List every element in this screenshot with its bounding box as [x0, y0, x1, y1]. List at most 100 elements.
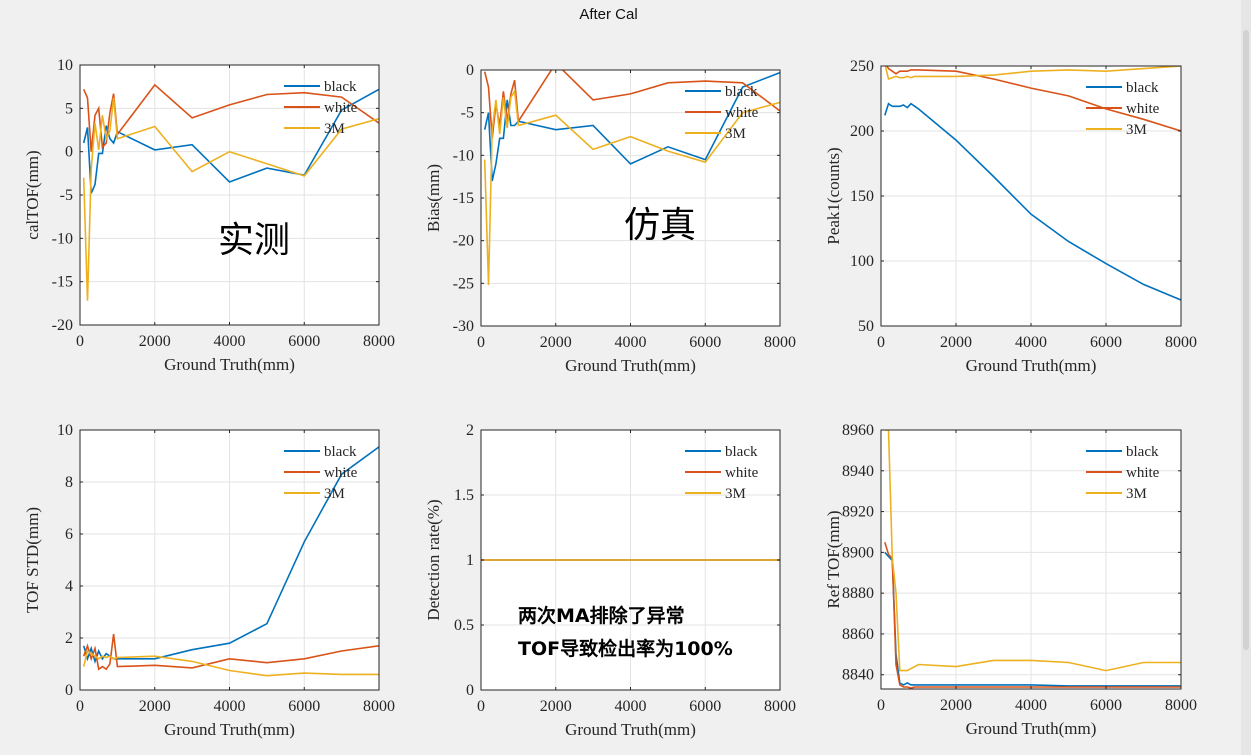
x-tick-label: 0	[877, 334, 885, 351]
x-tick-label: 8000	[1165, 334, 1197, 351]
y-tick-label: 8920	[842, 504, 874, 521]
x-axis-label: Ground Truth(mm)	[164, 720, 295, 739]
y-tick-label: 10	[57, 422, 73, 439]
x-tick-label: 4000	[214, 698, 246, 715]
x-tick-label: 0	[477, 698, 485, 715]
y-tick-label: -30	[453, 318, 474, 335]
x-axis-label: Ground Truth(mm)	[966, 719, 1097, 738]
y-axis-label: calTOF(mm)	[23, 150, 42, 239]
legend-label-white: white	[725, 105, 759, 121]
y-tick-label: 50	[858, 318, 874, 335]
x-tick-label: 8000	[363, 698, 395, 715]
y-tick-label: -15	[52, 274, 73, 291]
x-tick-label: 2000	[540, 698, 572, 715]
y-axis-label: Ref TOF(mm)	[824, 510, 843, 608]
y-tick-label: 2	[466, 422, 474, 439]
y-tick-label: -20	[52, 317, 73, 334]
series-line-white	[82, 83, 379, 152]
legend-label-black: black	[1126, 80, 1159, 96]
scrollbar-thumb[interactable]	[1243, 30, 1249, 650]
x-axis-label: Ground Truth(mm)	[966, 356, 1097, 375]
y-tick-label: 8	[65, 474, 73, 491]
x-axis-label: Ground Truth(mm)	[164, 355, 295, 374]
subplot-5: 0 2000 4000 6000 8000 0 0.5 1 1.5 2 Ground Truth(m…	[424, 422, 796, 739]
legend-label-3m: 3M	[324, 486, 345, 502]
subplot-6: 0 2000 4000 6000 8000 8840 8860 8880 8900 8920 894…	[824, 422, 1197, 738]
y-tick-label: -20	[453, 233, 474, 250]
legend: black white 3M	[685, 444, 759, 502]
x-tick-label: 8000	[1165, 697, 1197, 714]
y-tick-label: 1	[466, 552, 474, 569]
x-tick-label: 6000	[689, 698, 721, 715]
legend-label-white: white	[1126, 101, 1160, 117]
y-tick-label: 8840	[842, 667, 874, 684]
legend-label-3m: 3M	[324, 121, 345, 137]
x-tick-label: 8000	[764, 334, 796, 351]
y-tick-label: 8880	[842, 585, 874, 602]
x-tick-label: 0	[477, 334, 485, 351]
legend-label-black: black	[1126, 444, 1159, 460]
y-tick-label: -10	[52, 230, 73, 247]
legend: black white 3M	[284, 79, 358, 137]
y-tick-label: -15	[453, 190, 474, 207]
y-tick-label: -5	[461, 105, 474, 122]
series-line-3m	[884, 430, 1181, 672]
x-tick-label: 4000	[615, 698, 647, 715]
y-tick-label: 8860	[842, 626, 874, 643]
legend-label-3m: 3M	[725, 126, 746, 142]
x-tick-label: 4000	[214, 333, 246, 350]
series-line-3m	[82, 649, 379, 677]
figure-title: After Cal	[579, 6, 638, 23]
y-axis-label: Peak1(counts)	[824, 147, 843, 244]
x-tick-label: 4000	[1015, 334, 1047, 351]
x-tick-label: 4000	[1015, 697, 1047, 714]
y-tick-label: 1.5	[454, 487, 474, 504]
y-axis-label: Detection rate(%)	[424, 499, 443, 620]
legend-label-white: white	[324, 465, 358, 481]
series-line-3m	[884, 66, 1181, 81]
y-tick-label: 0.5	[454, 617, 474, 634]
legend-label-3m: 3M	[725, 486, 746, 502]
legend-label-white: white	[324, 100, 358, 116]
x-tick-label: 6000	[1090, 334, 1122, 351]
x-tick-label: 6000	[1090, 697, 1122, 714]
y-tick-label: -5	[60, 187, 73, 204]
x-tick-label: 2000	[940, 697, 972, 714]
y-tick-label: 4	[65, 578, 73, 595]
x-tick-label: 4000	[615, 334, 647, 351]
y-tick-label: 8900	[842, 544, 874, 561]
series-line-white	[886, 66, 1181, 132]
series-line-white	[82, 634, 379, 671]
y-axis-label: TOF STD(mm)	[23, 507, 42, 613]
y-tick-label: 0	[466, 62, 474, 79]
y-tick-label: 100	[850, 253, 874, 270]
y-tick-label: 0	[65, 144, 73, 161]
legend: black white 3M	[685, 84, 759, 142]
y-tick-label: 0	[466, 682, 474, 699]
y-tick-label: 8940	[842, 463, 874, 480]
annotation-label: 实测	[218, 220, 290, 261]
series-line-3m	[82, 97, 379, 301]
series-line-black	[884, 102, 1181, 301]
legend-label-white: white	[725, 465, 759, 481]
legend-label-black: black	[725, 444, 758, 460]
x-tick-label: 6000	[288, 333, 320, 350]
x-tick-label: 6000	[288, 698, 320, 715]
annotation-label: 仿真	[624, 205, 696, 246]
x-tick-label: 2000	[940, 334, 972, 351]
x-axis-label: Ground Truth(mm)	[565, 720, 696, 739]
y-tick-label: 150	[850, 188, 874, 205]
x-tick-label: 8000	[764, 698, 796, 715]
series-line-black	[483, 71, 780, 182]
legend-label-white: white	[1126, 465, 1160, 481]
y-tick-label: 5	[65, 100, 73, 117]
series-line-3m	[483, 88, 780, 286]
y-tick-label: 10	[57, 57, 73, 74]
y-tick-label: 2	[65, 630, 73, 647]
y-tick-label: 6	[65, 526, 73, 543]
subplot-2: 0 2000 4000 6000 8000 -30 -25 -20 -15 -10 -5 0 Groun…	[424, 62, 796, 375]
y-tick-label: -10	[453, 147, 474, 164]
x-tick-label: 2000	[540, 334, 572, 351]
y-tick-label: 0	[65, 682, 73, 699]
